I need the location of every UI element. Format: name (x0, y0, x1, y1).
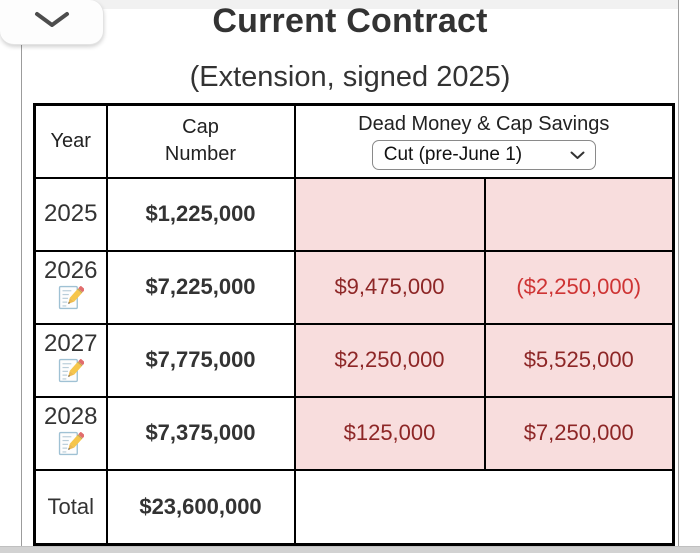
year-label: 2027 (44, 329, 98, 357)
bottom-strip (0, 546, 700, 553)
dead-money-cell: $125,000 (293, 395, 486, 471)
dead-money-type-select[interactable]: Cut (pre-June 1) (371, 139, 596, 170)
dead-money-cell: $9,475,000 (293, 249, 486, 325)
dead-money-type-selected-value: Cut (pre-June 1) (383, 143, 523, 165)
edit-year-icon[interactable] (57, 430, 85, 462)
year-cell: 2026 (33, 249, 108, 325)
top-strip (0, 0, 679, 9)
contract-table: Year Cap Number Dead Money & Cap Savings… (33, 103, 675, 546)
cap-savings-cell: ($2,250,000) (483, 249, 675, 325)
cap-savings-cell: $7,250,000 (483, 395, 675, 471)
cap-savings-cell (483, 176, 675, 252)
cap-number-cell: $1,225,000 (105, 176, 296, 252)
chevron-down-icon (570, 144, 585, 166)
table-header-row: Year Cap Number Dead Money & Cap Savings… (33, 103, 675, 179)
cap-number-cell: $7,775,000 (105, 322, 296, 398)
total-label-cell: Total (33, 468, 108, 546)
dead-money-column-header: Dead Money & Cap Savings Cut (pre-June 1… (293, 103, 675, 179)
dead-money-cell (293, 176, 486, 252)
year-cell: 2028 (33, 395, 108, 471)
year-column-header: Year (33, 103, 108, 179)
edit-year-icon[interactable] (57, 284, 85, 316)
cap-savings-cell: $5,525,000 (483, 322, 675, 398)
year-label: 2026 (44, 256, 98, 284)
table-row: 2028 (33, 395, 675, 471)
cap-number-cell: $7,225,000 (105, 249, 296, 325)
year-label: 2028 (44, 402, 98, 430)
total-row: Total $23,600,000 (33, 468, 675, 546)
table-row: 2025 $1,225,000 (33, 176, 675, 252)
dead-money-header-label: Dead Money & Cap Savings (358, 112, 610, 135)
year-cell: 2025 (33, 176, 108, 252)
year-cell: 2027 (33, 322, 108, 398)
cap-number-cell: $7,375,000 (105, 395, 296, 471)
table-row: 2027 (33, 322, 675, 398)
contract-panel (21, 0, 679, 553)
table-row: 2026 (33, 249, 675, 325)
total-dead-money-cell (293, 468, 675, 546)
edit-year-icon[interactable] (57, 357, 85, 389)
chevron-down-icon (34, 11, 70, 34)
collapse-section-button[interactable] (0, 0, 104, 45)
total-cap-number-cell: $23,600,000 (105, 468, 296, 546)
page-subtitle: (Extension, signed 2025) (189, 61, 511, 93)
cap-number-column-header: Cap Number (105, 103, 296, 179)
page-title: Current Contract (212, 2, 488, 40)
dead-money-cell: $2,250,000 (293, 322, 486, 398)
